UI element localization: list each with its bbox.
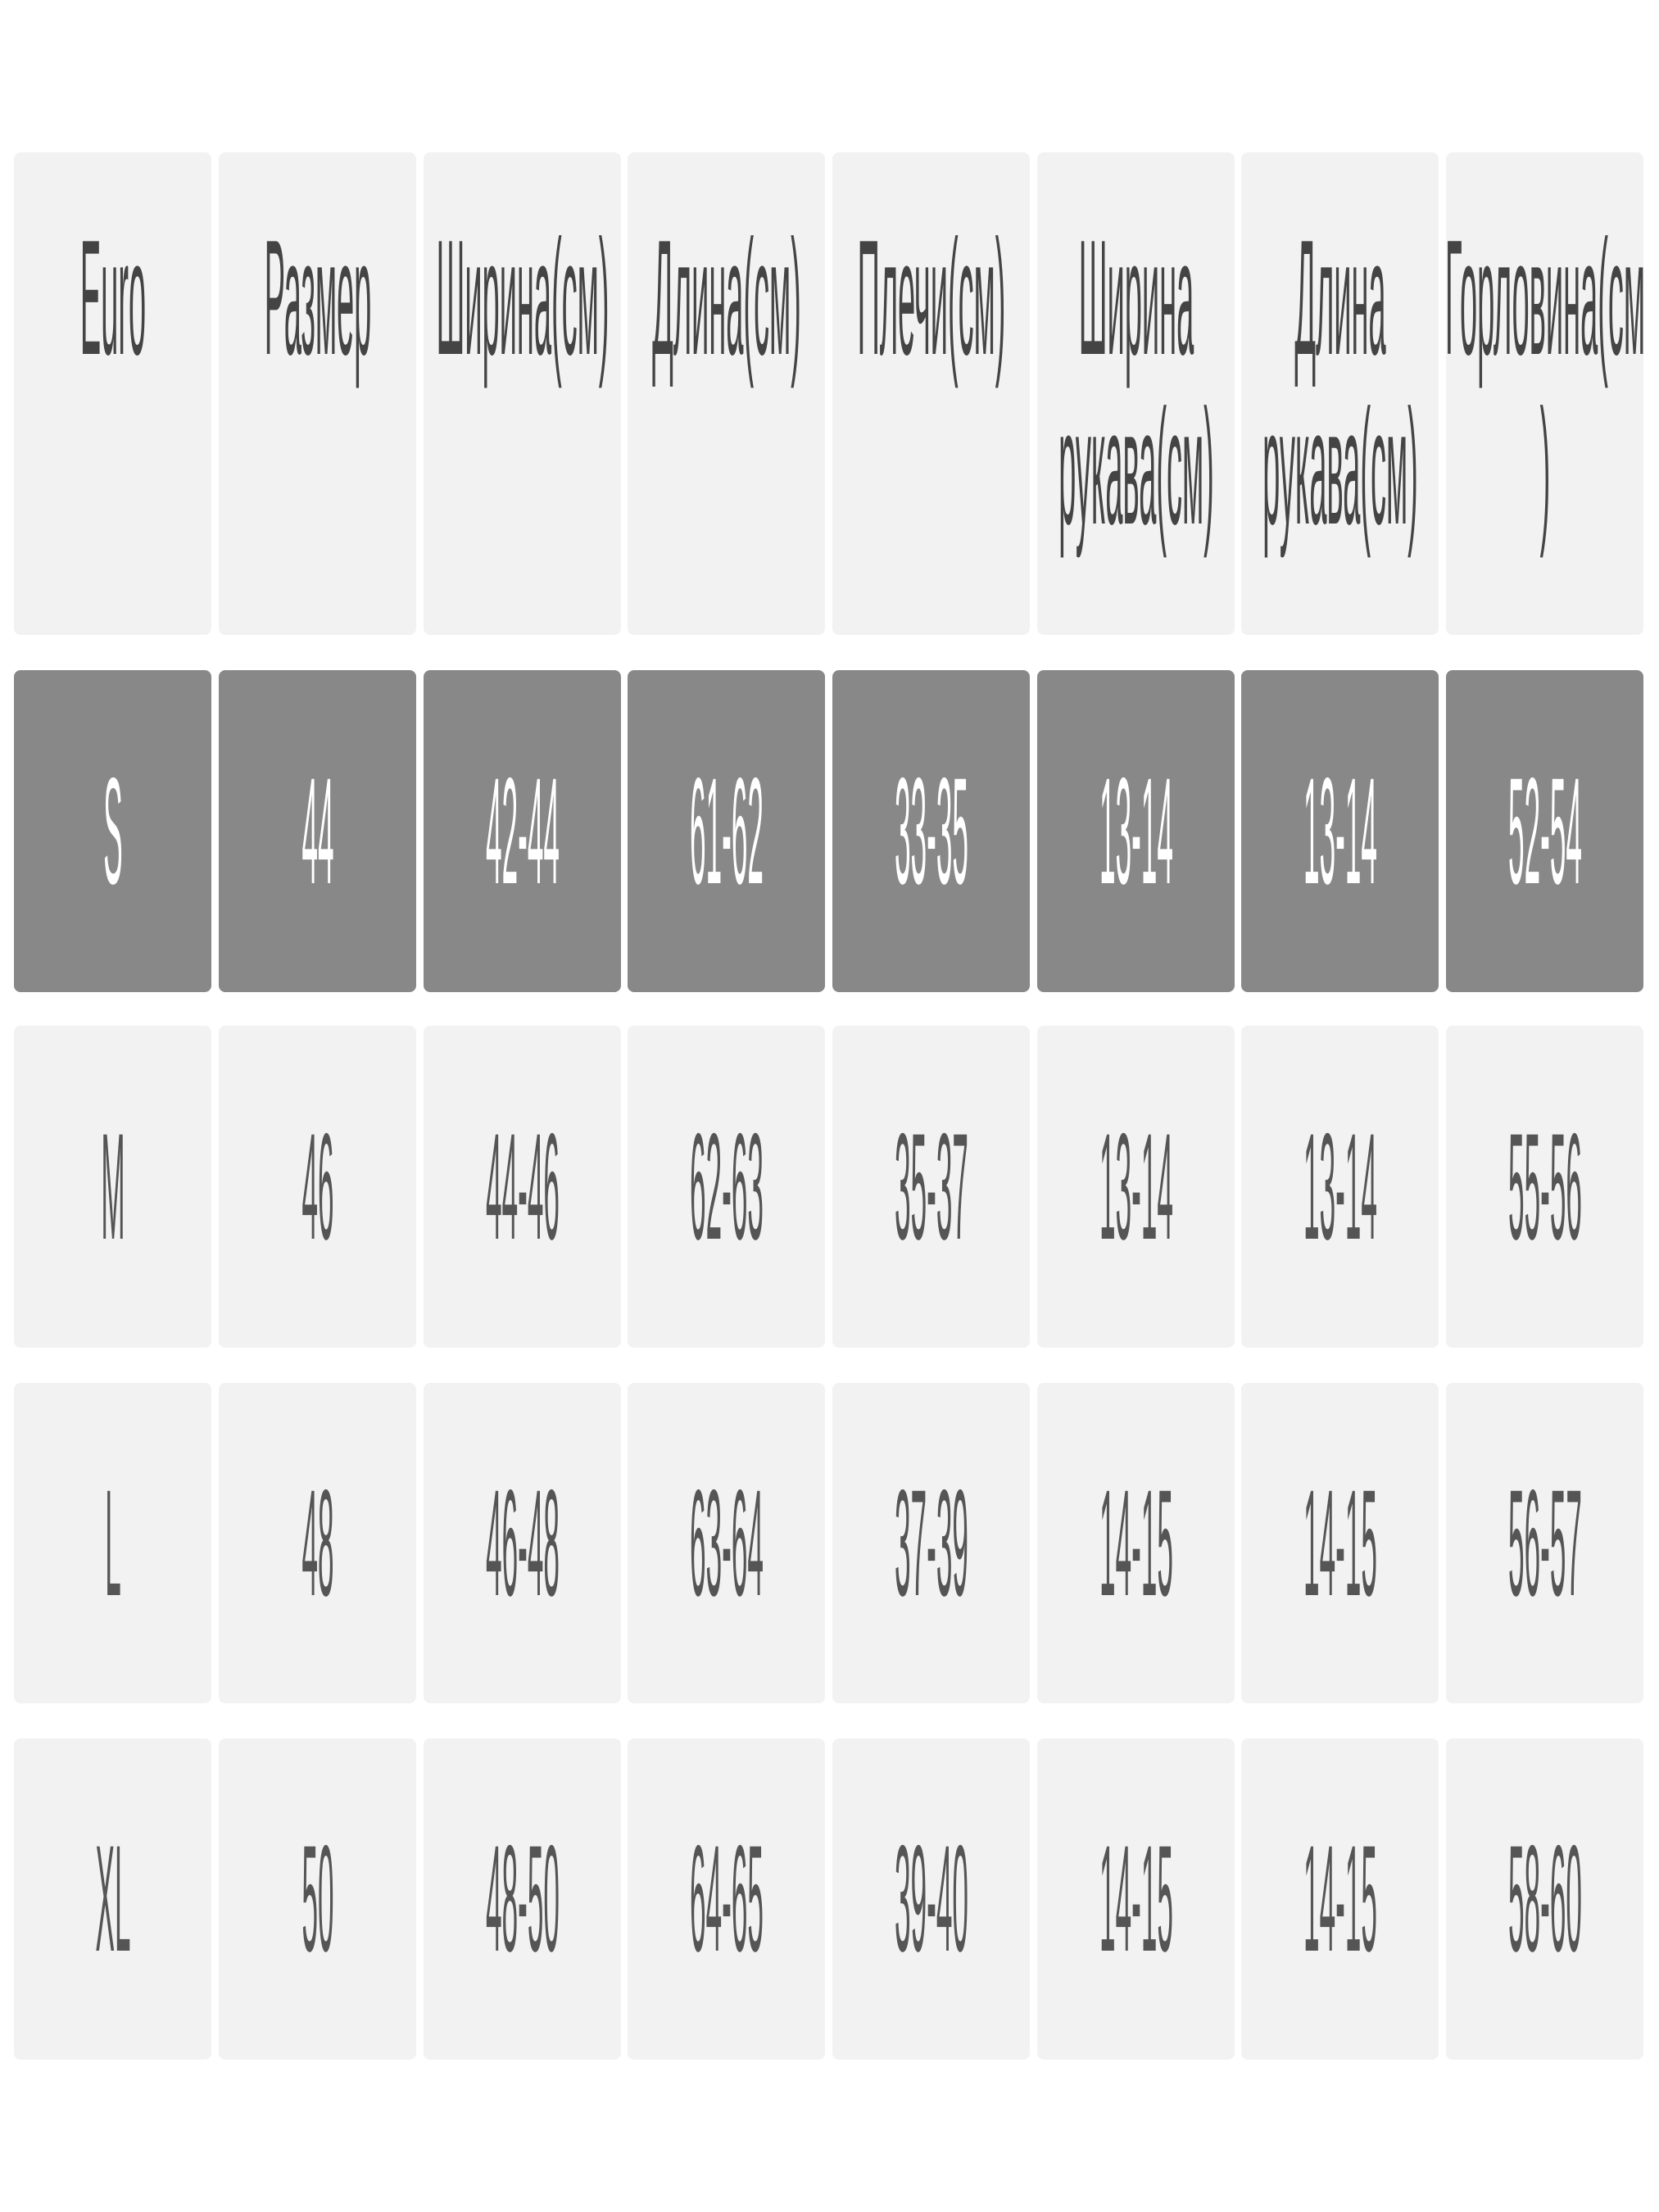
table-cell: 37-39 xyxy=(832,1383,1030,1703)
table-cell-text: 63-64 xyxy=(689,1458,764,1628)
table-cell: 46 xyxy=(219,1026,416,1348)
table-cell-text: 48 xyxy=(301,1458,334,1628)
table-cell: XL xyxy=(14,1738,211,2060)
table-cell: 14-15 xyxy=(1037,1738,1235,2060)
table-cell-text: 14-15 xyxy=(1099,1815,1173,1983)
table-cell-text: 14-15 xyxy=(1099,1458,1173,1628)
table-cell: 58-60 xyxy=(1446,1738,1643,2060)
table-cell: 62-63 xyxy=(628,1026,825,1348)
table-cell-text: 37-39 xyxy=(894,1458,968,1628)
column-header: Горловина(см) xyxy=(1444,152,1645,635)
table-cell: L xyxy=(14,1383,211,1703)
table-cell-text: 13-14 xyxy=(1303,746,1377,916)
table-cell-text: 13-14 xyxy=(1099,1102,1173,1271)
column-header: Размер xyxy=(219,152,416,635)
column-header: Плечи(см) xyxy=(832,152,1030,635)
table-cell: 13-14 xyxy=(1037,1026,1235,1348)
table-cell: 48 xyxy=(219,1383,416,1703)
column-header: Ширина(см) xyxy=(424,152,621,635)
column-header: Длина рукава(см) xyxy=(1241,152,1439,635)
table-cell: 46-48 xyxy=(424,1383,621,1703)
table-cell: 13-14 xyxy=(1241,670,1439,992)
table-cell-text: 44 xyxy=(301,746,334,916)
column-header: Euro xyxy=(14,152,211,635)
table-cell-text: 39-40 xyxy=(894,1815,968,1983)
table-cell: 55-56 xyxy=(1446,1026,1643,1348)
table-cell: 63-64 xyxy=(628,1383,825,1703)
table-cell-text: 48-50 xyxy=(485,1815,560,1983)
column-header-text: Euro xyxy=(79,206,146,389)
table-cell: 13-14 xyxy=(1241,1026,1439,1348)
table-cell: 14-15 xyxy=(1241,1738,1439,2060)
table-cell: 13-14 xyxy=(1037,670,1235,992)
table-cell: 56-57 xyxy=(1446,1383,1643,1703)
column-header-text: Длина рукава(см) xyxy=(1262,206,1418,559)
column-header-text: Длина(см) xyxy=(651,206,801,389)
table-cell-text: 64-65 xyxy=(689,1815,764,1983)
table-cell-text: 55-56 xyxy=(1507,1102,1582,1271)
table-cell-text: 13-14 xyxy=(1099,746,1173,916)
table-cell: 42-44 xyxy=(424,670,621,992)
table-cell-text: S xyxy=(102,746,123,916)
table-cell-text: 14-15 xyxy=(1303,1815,1377,1983)
table-cell: 64-65 xyxy=(628,1738,825,2060)
table-cell: 44 xyxy=(219,670,416,992)
table-cell-text: 42-44 xyxy=(485,746,560,916)
table-cell-text: 14-15 xyxy=(1303,1458,1377,1628)
column-header: Длина(см) xyxy=(628,152,825,635)
table-cell-text: 61-62 xyxy=(689,746,764,916)
column-header: Ширина рукава(см) xyxy=(1037,152,1235,635)
table-cell-text: 52-54 xyxy=(1507,746,1582,916)
table-cell: 52-54 xyxy=(1446,670,1643,992)
table-cell-text: L xyxy=(104,1458,121,1628)
column-header-text: Плечи(см) xyxy=(857,206,1005,389)
column-header-text: Горловина(см) xyxy=(1444,206,1645,559)
table-cell: 50 xyxy=(219,1738,416,2060)
table-cell-text: 13-14 xyxy=(1303,1102,1377,1271)
table-cell: 44-46 xyxy=(424,1026,621,1348)
table-cell: S xyxy=(14,670,211,992)
table-cell: 39-40 xyxy=(832,1738,1030,2060)
column-header-text: Ширина рукава(см) xyxy=(1058,206,1214,559)
table-cell: 33-35 xyxy=(832,670,1030,992)
table-cell-text: 62-63 xyxy=(689,1102,764,1271)
table-cell-text: XL xyxy=(95,1815,130,1983)
table-cell-text: 50 xyxy=(301,1815,334,1983)
table-cell-text: 58-60 xyxy=(1507,1815,1582,1983)
table-cell: M xyxy=(14,1026,211,1348)
table-cell: 14-15 xyxy=(1241,1383,1439,1703)
table-cell: 61-62 xyxy=(628,670,825,992)
table-cell-text: 44-46 xyxy=(485,1102,560,1271)
table-cell-text: M xyxy=(100,1102,125,1271)
table-cell-text: 46-48 xyxy=(485,1458,560,1628)
table-cell: 35-37 xyxy=(832,1026,1030,1348)
column-header-text: Ширина(см) xyxy=(436,206,609,389)
table-cell-text: 56-57 xyxy=(1507,1458,1582,1628)
table-cell-text: 33-35 xyxy=(894,746,968,916)
table-cell-text: 46 xyxy=(301,1102,334,1271)
column-header-text: Размер xyxy=(264,206,371,389)
table-cell: 14-15 xyxy=(1037,1383,1235,1703)
table-cell-text: 35-37 xyxy=(894,1102,968,1271)
table-cell: 48-50 xyxy=(424,1738,621,2060)
